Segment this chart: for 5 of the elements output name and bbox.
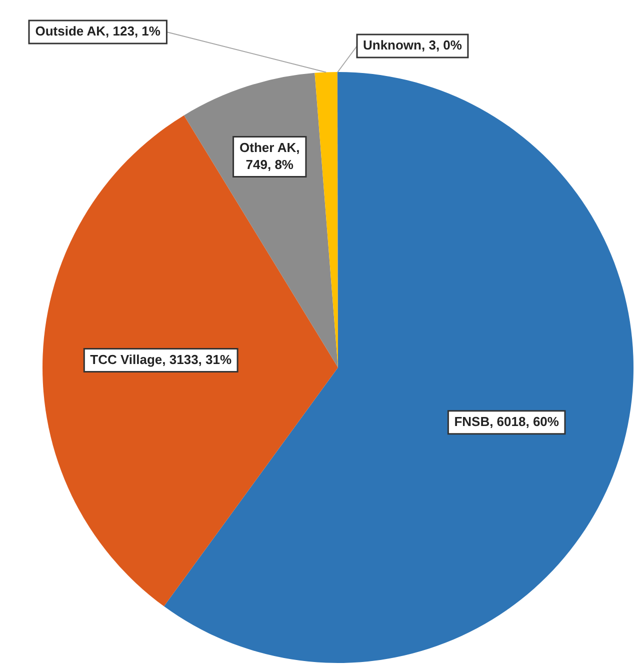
slice-label: TCC Village, 3133, 31% [90,352,232,367]
slice-label: Outside AK, 123, 1% [35,24,161,39]
slice-label: Unknown, 3, 0% [362,38,462,53]
slice-label: FNSB, 6018, 60% [454,414,560,429]
slice-label: Other AK, 749, 8% [240,140,300,172]
